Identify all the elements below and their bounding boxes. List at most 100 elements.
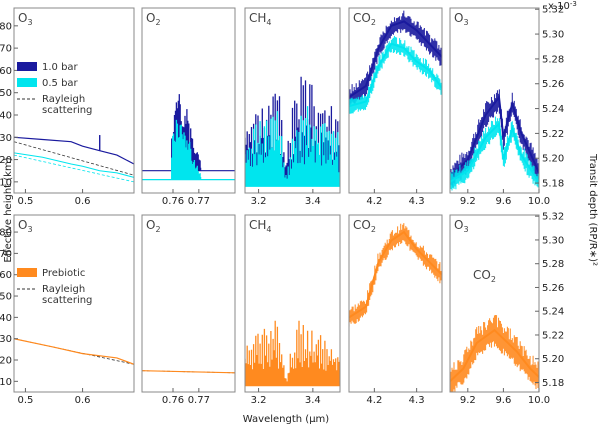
panel-gas-name: O bbox=[146, 218, 155, 232]
scale-multiplier: x 10-3 bbox=[548, 0, 577, 12]
panel-frame bbox=[13, 214, 135, 393]
annotation-gas-name: CO bbox=[473, 268, 491, 282]
panel-gas-label: O3 bbox=[454, 218, 469, 234]
y-tick-label-right: 5.32 bbox=[542, 212, 564, 223]
x-tick-label: 0.5 bbox=[17, 395, 33, 406]
plot-area bbox=[142, 94, 235, 181]
panel-gas-name: CH bbox=[249, 11, 266, 25]
x-tick-label: 4.3 bbox=[409, 395, 425, 406]
x-tick-label: 0.77 bbox=[188, 395, 210, 406]
y-tick-label-right: 5.20 bbox=[542, 354, 564, 365]
y-tick-label-left: 70 bbox=[0, 249, 12, 260]
panel-gas-name: CO bbox=[353, 218, 371, 232]
panel-gas-label: O3 bbox=[18, 11, 33, 27]
panel-gas-name: O bbox=[18, 218, 27, 232]
y-tick-label-right: 5.18 bbox=[542, 378, 564, 389]
series-prebiotic-band bbox=[450, 315, 539, 392]
panel-frame bbox=[449, 214, 540, 393]
x-axis-label: Wavelength (μm) bbox=[243, 414, 330, 424]
y-tick-label-left: 50 bbox=[0, 88, 12, 99]
panel-gas-name: O bbox=[18, 11, 27, 25]
legend-top-swatch bbox=[17, 78, 37, 87]
y-tick-label-right: 5.26 bbox=[542, 283, 564, 294]
panel-gas-label: O2 bbox=[146, 218, 161, 234]
y-tick-label-right: 5.20 bbox=[542, 154, 564, 165]
annotation-gas-subscript: 2 bbox=[491, 275, 496, 284]
y-tick-label-left: 50 bbox=[0, 292, 12, 303]
y-tick-label-left: 30 bbox=[0, 133, 12, 144]
x-tick-label: 0.5 bbox=[17, 196, 33, 207]
legend-top-label: 1.0 bar bbox=[42, 62, 79, 73]
legend-top-label: Rayleigh bbox=[42, 94, 85, 105]
scale-multiplier-base: x 10 bbox=[548, 1, 570, 12]
legend-bottom-label: Rayleigh bbox=[42, 284, 85, 295]
panel-bottom-2: O2 0.76 0.77 bbox=[141, 214, 236, 406]
panel-frame bbox=[244, 214, 341, 393]
series-prebiotic-band-core bbox=[450, 328, 539, 383]
plot-area bbox=[450, 315, 539, 392]
panel-gas-name: CH bbox=[249, 218, 266, 232]
plot-area bbox=[245, 76, 340, 187]
panel-gas-subscript: 2 bbox=[371, 18, 376, 27]
series-prebiotic-lines bbox=[245, 320, 340, 386]
panel-gas-name: CO bbox=[353, 11, 371, 25]
panel-frame bbox=[348, 214, 443, 393]
series-prebiotic-line bbox=[14, 338, 134, 365]
y-tick-label-left: 80 bbox=[0, 21, 12, 32]
y-tick-label-left: 10 bbox=[0, 377, 12, 388]
panel-gas-subscript: 2 bbox=[371, 225, 376, 234]
panel-gas-subscript: 4 bbox=[266, 225, 271, 234]
y-tick-label-left: 10 bbox=[0, 177, 12, 188]
y-tick-label-left: 70 bbox=[0, 44, 12, 55]
panel-gas-subscript: 3 bbox=[463, 225, 468, 234]
panel-frame bbox=[141, 7, 236, 194]
y-tick-label-left: 30 bbox=[0, 334, 12, 345]
panel-gas-label: CH4 bbox=[249, 11, 272, 27]
series-1bar-line bbox=[14, 136, 134, 165]
x-tick-label: 0.6 bbox=[75, 196, 91, 207]
panel-gas-label: CH4 bbox=[249, 218, 272, 234]
y-tick-label-right: 5.30 bbox=[542, 235, 564, 246]
scale-multiplier-exponent: -3 bbox=[570, 0, 577, 8]
series-0.5bar-lines bbox=[171, 119, 202, 180]
x-tick-label: 0.76 bbox=[162, 196, 184, 207]
legend-top-label: 0.5 bar bbox=[42, 78, 79, 89]
legend-bottom-label: Prebiotic bbox=[42, 268, 85, 279]
panel-top-3: CH4 3.2 3.4 bbox=[244, 7, 341, 207]
x-tick-label: 4.2 bbox=[366, 196, 382, 207]
legend-top-swatch bbox=[17, 62, 37, 71]
panel-gas-label: CO2 bbox=[353, 11, 376, 27]
annotation-gas: CO2 bbox=[473, 268, 496, 284]
x-tick-label: 3.4 bbox=[305, 395, 321, 406]
plot-area bbox=[142, 370, 235, 374]
x-tick-label: 9.6 bbox=[495, 196, 511, 207]
x-tick-label: 9.6 bbox=[495, 395, 511, 406]
x-tick-label: 0.77 bbox=[188, 196, 210, 207]
legend-bottom-label-line2: scattering bbox=[42, 295, 92, 306]
y-tick-label-left: 60 bbox=[0, 270, 12, 281]
y-tick-label-right: 5.24 bbox=[542, 307, 564, 318]
panel-frame bbox=[348, 7, 443, 194]
y-tick-label-left: 40 bbox=[0, 313, 12, 324]
panel-gas-subscript: 3 bbox=[463, 18, 468, 27]
series-0.5bar-lines bbox=[245, 106, 340, 187]
series-prebiotic-line bbox=[142, 370, 235, 374]
panel-gas-label: CO2 bbox=[353, 218, 376, 234]
panel-frame bbox=[13, 7, 135, 194]
rayleigh-1bar-line bbox=[14, 141, 134, 176]
panel-bottom-4: CO2 4.2 4.3 bbox=[348, 214, 443, 406]
y-tick-label-right: 5.28 bbox=[542, 54, 564, 65]
plot-area bbox=[349, 223, 442, 327]
panel-gas-subscript: 3 bbox=[27, 18, 32, 27]
series-0.5bar-band-core bbox=[349, 42, 442, 108]
series-0.5bar-band-core bbox=[450, 121, 539, 183]
panel-gas-label: O3 bbox=[454, 11, 469, 27]
panel-gas-subscript: 2 bbox=[155, 225, 160, 234]
y-tick-label-right: 5.30 bbox=[542, 30, 564, 41]
panel-gas-subscript: 2 bbox=[155, 18, 160, 27]
panel-gas-label: O3 bbox=[18, 218, 33, 234]
x-tick-label: 3.2 bbox=[251, 395, 267, 406]
y-axis-label-right: Transit depth (RP/R∗)² bbox=[587, 153, 598, 266]
